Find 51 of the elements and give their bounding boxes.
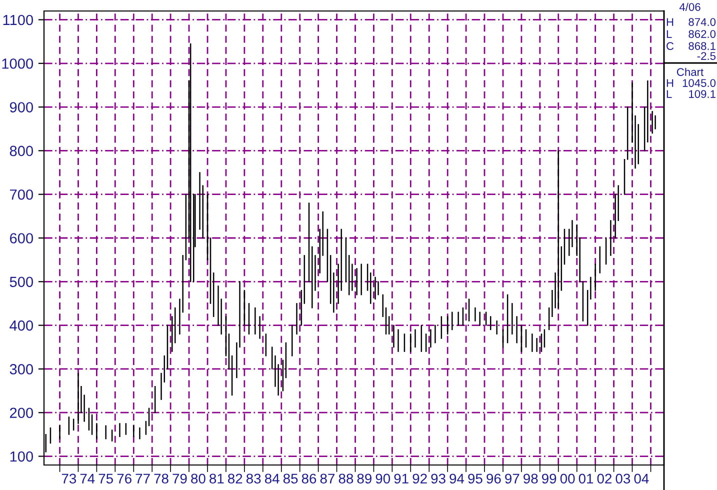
text: 4/06	[679, 2, 700, 11]
x-tick-label: 86	[302, 474, 316, 484]
text: Chart	[676, 68, 704, 76]
x-tick-label: 03	[616, 474, 630, 484]
x-tick-label: 94	[450, 474, 464, 484]
x-tick-label: 79	[172, 474, 187, 484]
x-tick-label: 74	[80, 474, 95, 484]
x-tick-label: 82	[228, 474, 242, 484]
x-tick-label: 96	[486, 474, 501, 484]
text: H 874.0	[666, 18, 716, 26]
x-tick-label: 73	[62, 474, 76, 484]
x-tick-label: 04	[634, 474, 649, 484]
x-tick-label: 83	[246, 474, 261, 484]
x-tick-label: 91	[394, 474, 408, 484]
x-tick-label: 01	[578, 474, 594, 484]
x-tick-label: 93	[431, 474, 446, 484]
y-tick-label: 600	[10, 233, 34, 244]
x-tick-label: 81	[210, 474, 224, 484]
x-tick-label: 92	[412, 474, 427, 484]
y-tick-label: 900	[10, 102, 34, 112]
y-tick-label: 1000	[2, 58, 34, 69]
text: L 862.0	[666, 30, 716, 38]
x-tick-label: 75	[98, 474, 113, 484]
x-tick-label: 95	[468, 474, 482, 484]
text: H 1045.0	[666, 79, 716, 87]
text: L 109.1	[666, 90, 716, 98]
x-tick-label: 88	[338, 474, 354, 484]
x-tick-label: 80	[191, 474, 206, 484]
y-tick-label: 700	[10, 189, 34, 200]
y-tick-label: 500	[10, 276, 34, 288]
y-tick-label: 200	[10, 408, 34, 418]
x-tick-label: 85	[283, 474, 298, 484]
x-tick-label: 84	[264, 474, 280, 484]
x-tick-label: 97	[505, 474, 520, 484]
y-tick-label: 100	[10, 451, 34, 462]
x-tick-label: 00	[560, 474, 575, 484]
x-tick-label: 98	[524, 474, 538, 484]
y-tick-label: 800	[10, 146, 34, 156]
y-tick-label: 400	[10, 320, 34, 331]
y-tick-label: 1100	[3, 14, 34, 26]
x-tick-label: 78	[154, 474, 168, 484]
x-tick-label: 87	[320, 474, 334, 484]
x-tick-label: 76	[117, 474, 132, 484]
x-tick-label: 77	[136, 474, 150, 484]
x-tick-label: 02	[597, 474, 612, 484]
text: C 868.1	[666, 42, 716, 50]
x-tick-label: 99	[542, 474, 556, 484]
text: -2.5	[697, 52, 716, 60]
x-tick-label: 89	[357, 474, 372, 484]
y-tick-label: 300	[10, 364, 34, 374]
x-tick-label: 90	[376, 474, 390, 484]
